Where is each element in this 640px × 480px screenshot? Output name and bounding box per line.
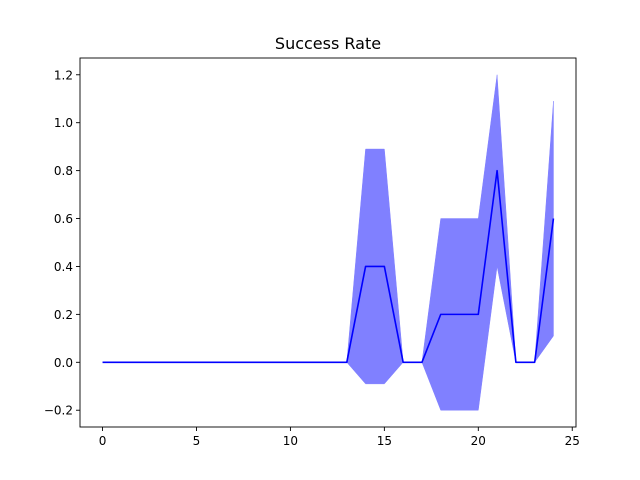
axes-frame xyxy=(79,57,577,428)
y-tick-label: 0.4 xyxy=(54,260,73,274)
x-tick-label: 20 xyxy=(471,434,486,448)
plot-area xyxy=(102,74,555,411)
x-tick-label: 25 xyxy=(565,434,580,448)
y-tick-label: −0.2 xyxy=(44,404,73,418)
x-tick-label: 15 xyxy=(377,434,392,448)
y-tick-label: 1.0 xyxy=(54,116,73,130)
y-tick-label: 0.2 xyxy=(54,308,73,322)
y-tick-label: 0.0 xyxy=(54,356,73,370)
y-tick-label: 0.8 xyxy=(54,164,73,178)
x-tick-label: 0 xyxy=(99,434,107,448)
axes: 0 5 10 15 20 25 −0.2 0.0 0.2 0.4 0.6 0.8 1.0 1.2 xyxy=(44,57,580,448)
y-tick-label: 1.2 xyxy=(54,68,73,82)
x-tick-label: 10 xyxy=(283,434,298,448)
series-line-0 xyxy=(102,169,555,364)
chart-title: Success Rate xyxy=(275,34,381,53)
y-tick-label: 0.6 xyxy=(54,212,73,226)
x-tick-label: 5 xyxy=(193,434,201,448)
